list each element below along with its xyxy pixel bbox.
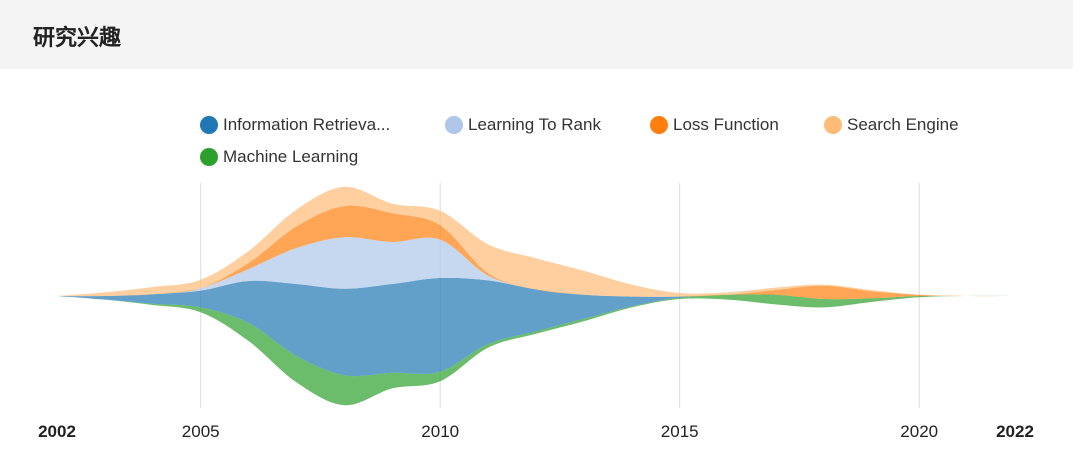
x-tick-label: 2020 xyxy=(900,422,938,441)
x-tick-label: 2010 xyxy=(421,422,459,441)
x-tick-label: 2022 xyxy=(996,422,1034,441)
legend-label: Search Engine xyxy=(847,115,959,134)
legend-dot-icon xyxy=(200,116,218,134)
stream-learning-to-rank[interactable] xyxy=(57,237,1015,300)
chart-legend: Information Retrieva... Learning To Rank… xyxy=(0,0,1080,180)
legend-label: Loss Function xyxy=(673,115,779,134)
legend-item-information-retrieval[interactable]: Information Retrieva... xyxy=(200,113,390,137)
stream-information-retrieva[interactable] xyxy=(57,277,1015,377)
panel-title: 研究兴趣 xyxy=(33,26,122,51)
legend-label: Machine Learning xyxy=(223,147,359,166)
x-tick-label: 2015 xyxy=(661,422,699,441)
legend-label: Learning To Rank xyxy=(468,115,601,134)
legend-dot-icon xyxy=(824,116,842,134)
stream-search-engine[interactable] xyxy=(57,186,1015,297)
x-tick-label: 2005 xyxy=(182,422,220,441)
panel-header: 研究兴趣 xyxy=(0,0,1073,69)
legend-dot-icon xyxy=(445,116,463,134)
legend-item-machine-learning[interactable]: Machine Learning xyxy=(200,145,358,169)
tick-label-layer: 2002 2005 2010 2015 2020 2022 xyxy=(38,422,1034,441)
legend-item-learning-to-rank[interactable]: Learning To Rank xyxy=(445,113,601,137)
legend-dot-icon xyxy=(200,148,218,166)
stream-machine-learning[interactable] xyxy=(57,294,1015,406)
legend-label: Information Retrieva... xyxy=(223,115,391,134)
legend-item-loss-function[interactable]: Loss Function xyxy=(650,113,779,137)
x-tick-label: 2002 xyxy=(38,422,76,441)
area-layer xyxy=(57,186,1015,406)
legend-item-search-engine[interactable]: Search Engine xyxy=(824,113,959,137)
stream-loss-function[interactable] xyxy=(57,205,1015,300)
legend-dot-icon xyxy=(650,116,668,134)
